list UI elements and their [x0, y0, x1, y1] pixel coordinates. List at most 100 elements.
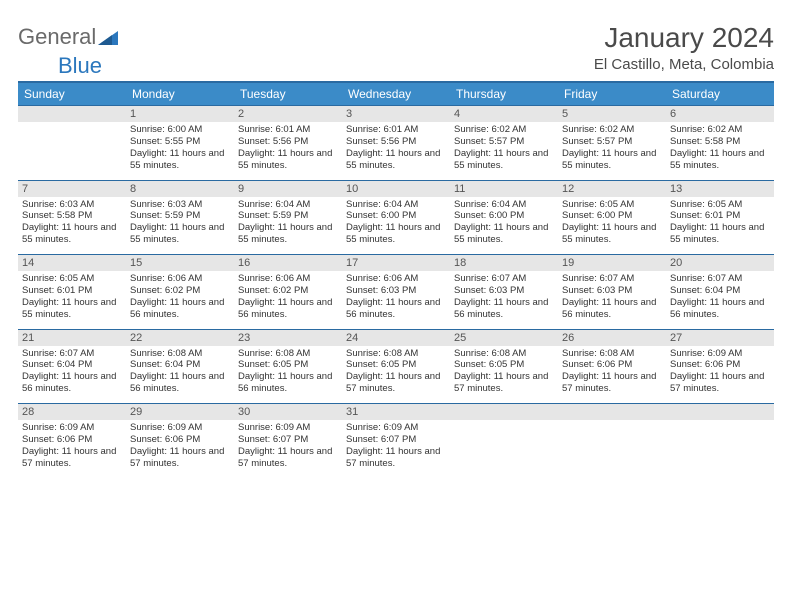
day-cell: Sunrise: 6:09 AMSunset: 6:06 PMDaylight:…: [666, 346, 774, 404]
day-number: 6: [666, 106, 774, 123]
logo-triangle-icon: [98, 29, 118, 47]
sunset-line: Sunset: 5:57 PM: [562, 136, 662, 148]
sunset-line: Sunset: 5:55 PM: [130, 136, 230, 148]
logo-word-2: Blue: [58, 53, 102, 79]
daylight-line: Daylight: 11 hours and 55 minutes.: [130, 222, 230, 246]
calendar-table: SundayMondayTuesdayWednesdayThursdayFrid…: [18, 81, 774, 478]
day-number: 27: [666, 329, 774, 346]
sunrise-line: Sunrise: 6:06 AM: [238, 273, 338, 285]
day-cell: Sunrise: 6:03 AMSunset: 5:58 PMDaylight:…: [18, 197, 126, 255]
sunset-line: Sunset: 6:02 PM: [238, 285, 338, 297]
sunset-line: Sunset: 5:58 PM: [22, 210, 122, 222]
sunrise-line: Sunrise: 6:05 AM: [670, 199, 770, 211]
day-number: 15: [126, 255, 234, 272]
day-number: [450, 404, 558, 421]
day-number: 22: [126, 329, 234, 346]
week-daynum-row: 14151617181920: [18, 255, 774, 272]
sunset-line: Sunset: 5:56 PM: [238, 136, 338, 148]
day-cell: Sunrise: 6:07 AMSunset: 6:03 PMDaylight:…: [450, 271, 558, 329]
week-daynum-row: 123456: [18, 106, 774, 123]
sunset-line: Sunset: 6:00 PM: [562, 210, 662, 222]
sunrise-line: Sunrise: 6:01 AM: [346, 124, 446, 136]
daylight-line: Daylight: 11 hours and 55 minutes.: [346, 222, 446, 246]
sunrise-line: Sunrise: 6:08 AM: [454, 348, 554, 360]
sunset-line: Sunset: 6:01 PM: [22, 285, 122, 297]
day-header: Sunday: [18, 82, 126, 106]
sunrise-line: Sunrise: 6:02 AM: [454, 124, 554, 136]
sunset-line: Sunset: 6:07 PM: [238, 434, 338, 446]
day-cell: [666, 420, 774, 478]
day-cell: [18, 122, 126, 180]
sunrise-line: Sunrise: 6:06 AM: [130, 273, 230, 285]
sunrise-line: Sunrise: 6:08 AM: [238, 348, 338, 360]
day-number: [666, 404, 774, 421]
daylight-line: Daylight: 11 hours and 57 minutes.: [238, 446, 338, 470]
day-number: 11: [450, 180, 558, 197]
day-cell: Sunrise: 6:02 AMSunset: 5:58 PMDaylight:…: [666, 122, 774, 180]
day-cell: [558, 420, 666, 478]
day-number: 9: [234, 180, 342, 197]
daylight-line: Daylight: 11 hours and 56 minutes.: [130, 371, 230, 395]
daylight-line: Daylight: 11 hours and 56 minutes.: [238, 371, 338, 395]
day-number: 21: [18, 329, 126, 346]
day-header: Friday: [558, 82, 666, 106]
day-number: 23: [234, 329, 342, 346]
day-number: 20: [666, 255, 774, 272]
day-number: 14: [18, 255, 126, 272]
logo-word-1: General: [18, 24, 96, 50]
sunrise-line: Sunrise: 6:07 AM: [22, 348, 122, 360]
sunrise-line: Sunrise: 6:03 AM: [130, 199, 230, 211]
page-title: January 2024: [594, 22, 774, 54]
day-number: [18, 106, 126, 123]
day-number: 5: [558, 106, 666, 123]
sunrise-line: Sunrise: 6:04 AM: [454, 199, 554, 211]
day-cell: Sunrise: 6:03 AMSunset: 5:59 PMDaylight:…: [126, 197, 234, 255]
sunset-line: Sunset: 6:04 PM: [130, 359, 230, 371]
sunrise-line: Sunrise: 6:05 AM: [562, 199, 662, 211]
week-detail-row: Sunrise: 6:00 AMSunset: 5:55 PMDaylight:…: [18, 122, 774, 180]
day-number: 12: [558, 180, 666, 197]
daylight-line: Daylight: 11 hours and 55 minutes.: [238, 148, 338, 172]
daylight-line: Daylight: 11 hours and 57 minutes.: [346, 446, 446, 470]
daylight-line: Daylight: 11 hours and 57 minutes.: [454, 371, 554, 395]
sunrise-line: Sunrise: 6:09 AM: [238, 422, 338, 434]
day-cell: Sunrise: 6:06 AMSunset: 6:03 PMDaylight:…: [342, 271, 450, 329]
sunset-line: Sunset: 6:01 PM: [670, 210, 770, 222]
daylight-line: Daylight: 11 hours and 55 minutes.: [22, 222, 122, 246]
day-number: 1: [126, 106, 234, 123]
daylight-line: Daylight: 11 hours and 57 minutes.: [670, 371, 770, 395]
day-number: 18: [450, 255, 558, 272]
day-header: Saturday: [666, 82, 774, 106]
day-cell: Sunrise: 6:09 AMSunset: 6:07 PMDaylight:…: [234, 420, 342, 478]
day-cell: Sunrise: 6:04 AMSunset: 5:59 PMDaylight:…: [234, 197, 342, 255]
sunset-line: Sunset: 6:00 PM: [454, 210, 554, 222]
sunrise-line: Sunrise: 6:09 AM: [670, 348, 770, 360]
daylight-line: Daylight: 11 hours and 55 minutes.: [670, 148, 770, 172]
week-daynum-row: 28293031: [18, 404, 774, 421]
day-number: 10: [342, 180, 450, 197]
week-detail-row: Sunrise: 6:09 AMSunset: 6:06 PMDaylight:…: [18, 420, 774, 478]
day-cell: Sunrise: 6:09 AMSunset: 6:06 PMDaylight:…: [18, 420, 126, 478]
week-daynum-row: 78910111213: [18, 180, 774, 197]
sunrise-line: Sunrise: 6:01 AM: [238, 124, 338, 136]
daylight-line: Daylight: 11 hours and 56 minutes.: [454, 297, 554, 321]
sunset-line: Sunset: 6:03 PM: [562, 285, 662, 297]
daylight-line: Daylight: 11 hours and 57 minutes.: [22, 446, 122, 470]
sunset-line: Sunset: 5:56 PM: [346, 136, 446, 148]
daylight-line: Daylight: 11 hours and 55 minutes.: [454, 148, 554, 172]
sunrise-line: Sunrise: 6:04 AM: [238, 199, 338, 211]
day-number: 16: [234, 255, 342, 272]
day-number: 24: [342, 329, 450, 346]
day-header: Monday: [126, 82, 234, 106]
daylight-line: Daylight: 11 hours and 55 minutes.: [346, 148, 446, 172]
title-block: January 2024 El Castillo, Meta, Colombia: [594, 22, 774, 73]
sunrise-line: Sunrise: 6:03 AM: [22, 199, 122, 211]
day-header: Thursday: [450, 82, 558, 106]
sunrise-line: Sunrise: 6:07 AM: [454, 273, 554, 285]
day-number: 7: [18, 180, 126, 197]
day-number: 26: [558, 329, 666, 346]
day-cell: Sunrise: 6:05 AMSunset: 6:01 PMDaylight:…: [666, 197, 774, 255]
sunrise-line: Sunrise: 6:05 AM: [22, 273, 122, 285]
sunset-line: Sunset: 6:05 PM: [238, 359, 338, 371]
day-cell: Sunrise: 6:05 AMSunset: 6:00 PMDaylight:…: [558, 197, 666, 255]
